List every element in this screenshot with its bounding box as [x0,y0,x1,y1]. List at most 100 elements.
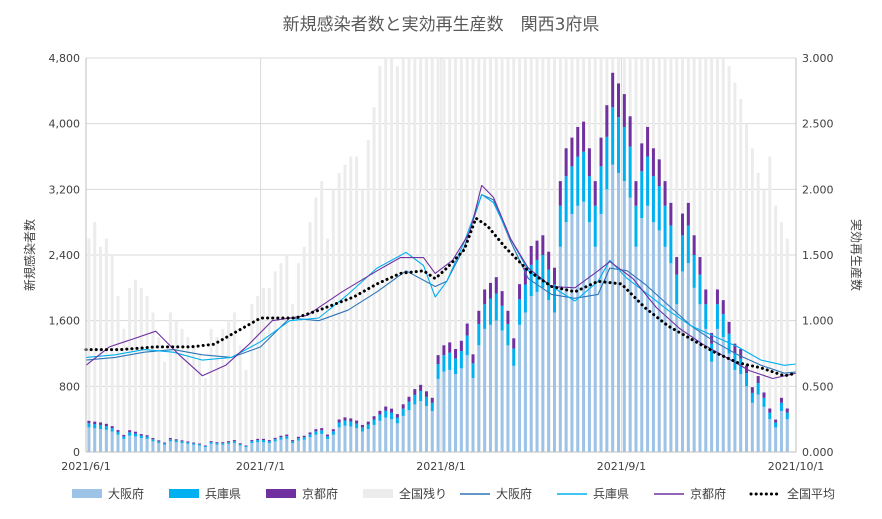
bar-osaka [541,287,545,452]
bar-national-rest [273,271,277,452]
bar-osaka [465,355,469,452]
bar-osaka [372,424,376,452]
bar-national-rest [419,58,423,452]
bar-hyogo [256,440,260,443]
bar-national-rest [349,156,353,452]
bar-national-rest [104,238,108,452]
bar-kyoto [157,440,161,442]
bar-kyoto [186,441,190,443]
bar-osaka [599,213,603,452]
bar-hyogo [477,323,481,346]
bar-kyoto [308,432,312,435]
bar-hyogo [262,440,265,443]
bar-hyogo [721,314,725,338]
bar-osaka [611,164,615,453]
bar-osaka [768,419,772,452]
bar-hyogo [320,430,324,434]
bar-kyoto [541,235,545,255]
bar-kyoto [506,310,510,324]
bar-kyoto [640,143,644,172]
bar-osaka [762,406,766,452]
bar-national-rest [267,287,271,452]
bar-osaka [681,271,685,452]
bar-kyoto [768,408,772,413]
bar-national-rest [710,58,714,452]
bar-kyoto [296,436,300,439]
bar-kyoto [465,323,469,336]
bar-kyoto [291,440,295,442]
bar-osaka [331,434,335,452]
bar-osaka [314,434,318,452]
bar-kyoto [512,338,516,349]
bar-hyogo [279,437,283,440]
bar-kyoto [529,245,533,265]
bar-national-rest [285,255,289,452]
bar-osaka [215,444,219,452]
bar-osaka [209,443,213,452]
bar-hyogo [180,441,184,443]
bar-kyoto [442,345,446,356]
bar-osaka [256,442,260,452]
bar-hyogo [442,355,446,372]
bar-national-rest [326,238,330,452]
bar-hyogo [302,437,306,440]
bar-osaka [413,404,417,452]
bar-hyogo [611,107,615,165]
bar-kyoto [337,419,341,423]
bar-hyogo [139,435,143,439]
bar-hyogo [617,117,620,173]
bar-hyogo [116,431,120,435]
bar-osaka [698,304,702,452]
bar-kyoto [762,392,766,398]
bar-osaka [587,222,591,452]
bar-national-rest [675,58,679,452]
bar-national-rest [116,296,120,452]
bar-kyoto [622,94,626,127]
bar-kyoto [721,300,725,315]
bar-hyogo [430,402,434,411]
bar-osaka [168,441,172,452]
bar-osaka [500,330,504,452]
bar-kyoto [459,340,463,352]
legend-item: 京都府 [654,486,726,501]
bar-hyogo [250,441,254,443]
bar-osaka [483,328,487,452]
bar-hyogo [622,126,626,182]
bar-osaka [355,428,359,452]
bar-osaka [593,246,597,452]
bar-hyogo [541,255,545,288]
bar-hyogo [657,186,661,231]
bar-hyogo [133,433,137,437]
bar-hyogo [314,431,318,435]
bar-national-rest [215,337,219,452]
bar-hyogo [163,443,167,445]
bar-national-rest [145,296,149,452]
bar-osaka [337,427,341,452]
bar-kyoto [139,434,143,436]
bar-hyogo [331,431,335,435]
bar-osaka [384,417,388,452]
bar-hyogo [192,443,196,445]
bar-osaka [564,222,568,452]
bar-national-rest [762,189,766,453]
bar-osaka [116,434,120,452]
legend-label: 大阪府 [496,486,532,501]
bar-kyoto [285,434,289,437]
bar-hyogo [488,298,492,325]
bar-hyogo [599,166,603,214]
bar-hyogo [745,373,749,387]
bar-osaka [710,361,714,452]
bar-kyoto [279,435,283,438]
bar-national-rest [733,82,737,452]
bar-hyogo [378,414,382,421]
bar-osaka [448,369,452,452]
bar-kyoto [419,384,423,391]
bar-hyogo [93,424,97,429]
bar-kyoto [180,440,184,442]
bar-hyogo [436,364,440,379]
bar-hyogo [523,284,527,313]
bar-osaka [512,365,516,452]
bar-osaka [378,420,382,452]
bar-kyoto [232,440,236,442]
bar-kyoto [686,202,690,226]
